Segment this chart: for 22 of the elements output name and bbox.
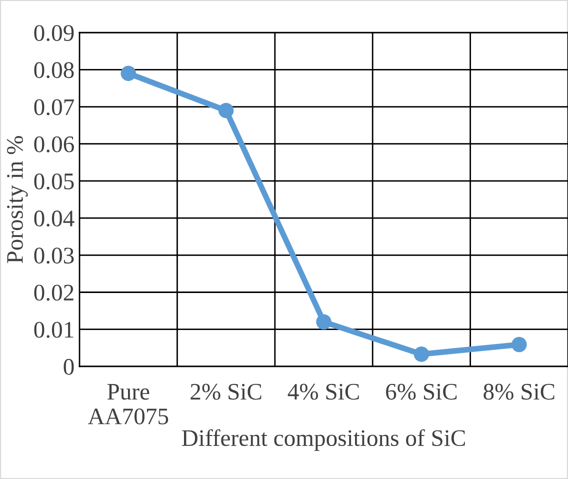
y-tick-label: 0.06 [34, 136, 74, 152]
y-tick-label: 0 [64, 358, 74, 375]
x-axis-title: Different compositions of SiC [182, 429, 465, 451]
y-tick-label: 0.01 [34, 322, 74, 338]
y-tick-label: 0.08 [34, 62, 74, 78]
y-tick-label: 0.03 [34, 248, 74, 264]
y-tick-label: 0.07 [34, 99, 74, 116]
x-tick-label: 2% SiC [190, 384, 262, 400]
y-tick-label: 0.05 [34, 173, 74, 190]
x-tick-label: Pure AA7075 [88, 384, 168, 424]
x-tick-label: 6% SiC [386, 384, 457, 400]
point [512, 336, 527, 352]
x-tick-label: 4% SiC [288, 384, 359, 400]
x-tick-label: 8% SiC [484, 384, 554, 400]
point [120, 66, 136, 82]
y-tick-label: 0.02 [34, 284, 74, 301]
y-tick-label: 0.04 [34, 210, 74, 227]
y-tick-label: 0.09 [34, 25, 74, 42]
point [218, 102, 234, 118]
y-axis-title: Porosity in % [6, 136, 28, 264]
point [316, 314, 332, 330]
point [414, 346, 430, 362]
